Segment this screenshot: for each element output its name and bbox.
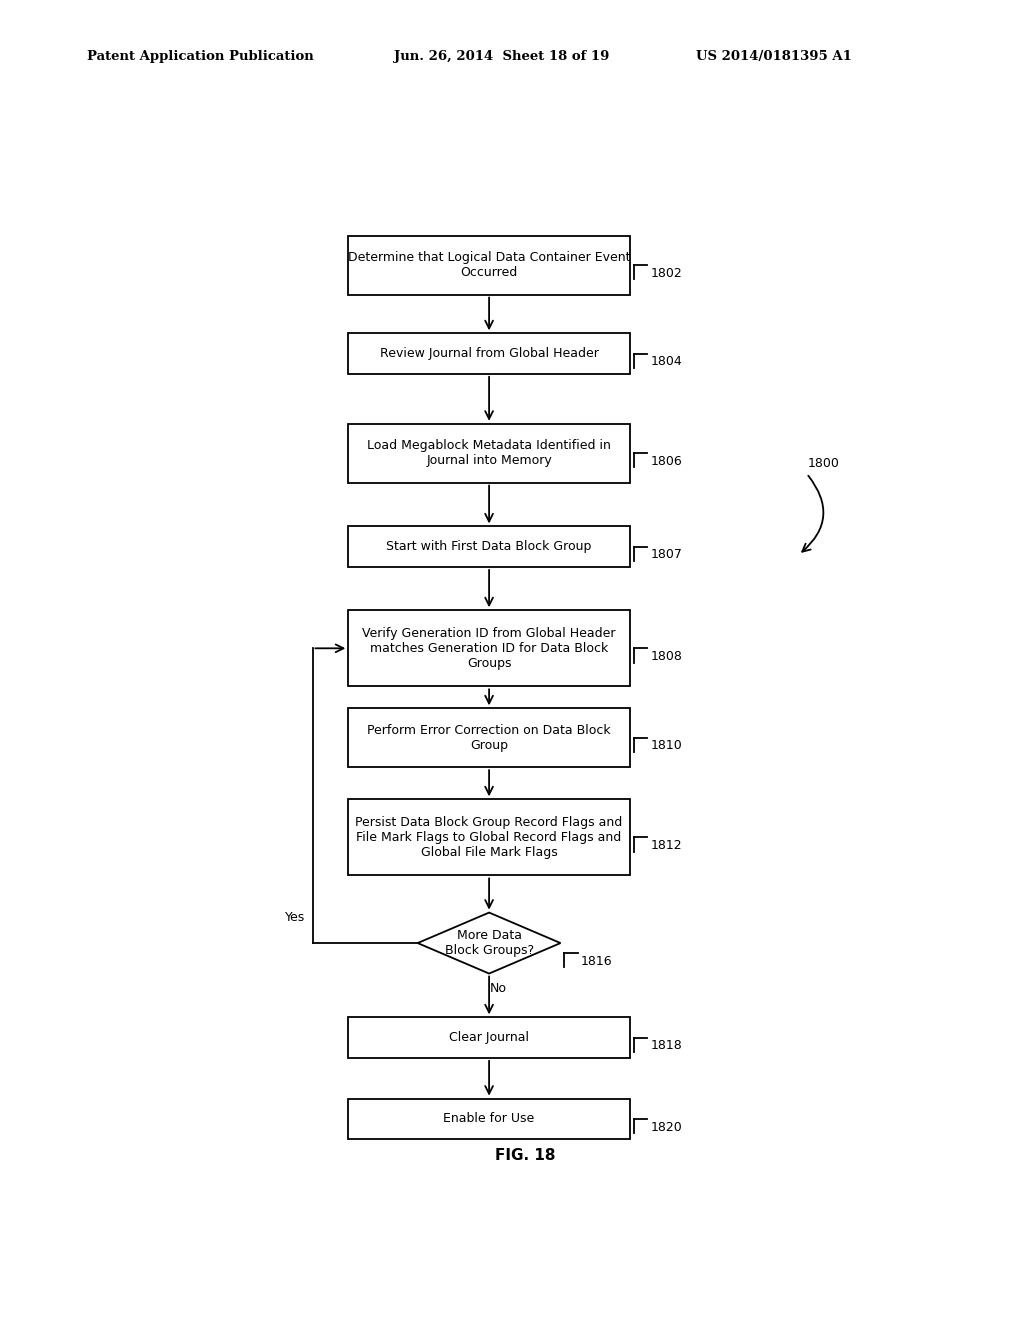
Text: No: No [490, 982, 507, 995]
Text: 1818: 1818 [650, 1039, 682, 1052]
FancyBboxPatch shape [348, 1018, 630, 1057]
Text: 1816: 1816 [582, 954, 612, 968]
Text: Patent Application Publication: Patent Application Publication [87, 50, 313, 63]
Text: Verify Generation ID from Global Header
matches Generation ID for Data Block
Gro: Verify Generation ID from Global Header … [362, 627, 615, 669]
Text: 1806: 1806 [650, 455, 682, 467]
FancyBboxPatch shape [348, 236, 630, 294]
FancyBboxPatch shape [348, 424, 630, 483]
Polygon shape [418, 912, 560, 974]
Text: 1800: 1800 [808, 457, 840, 470]
Text: 1804: 1804 [650, 355, 682, 368]
FancyBboxPatch shape [348, 799, 630, 875]
Text: More Data
Block Groups?: More Data Block Groups? [444, 929, 534, 957]
Text: Enable for Use: Enable for Use [443, 1113, 535, 1126]
FancyBboxPatch shape [348, 527, 630, 568]
Text: Review Journal from Global Header: Review Journal from Global Header [380, 347, 598, 360]
Text: Load Megablock Metadata Identified in
Journal into Memory: Load Megablock Metadata Identified in Jo… [368, 440, 611, 467]
Text: Clear Journal: Clear Journal [450, 1031, 529, 1044]
Text: Perform Error Correction on Data Block
Group: Perform Error Correction on Data Block G… [368, 723, 611, 752]
Text: Start with First Data Block Group: Start with First Data Block Group [386, 540, 592, 553]
Text: 1808: 1808 [650, 649, 682, 663]
FancyBboxPatch shape [348, 610, 630, 686]
Text: Yes: Yes [285, 911, 305, 924]
FancyBboxPatch shape [348, 1098, 630, 1139]
Text: 1820: 1820 [650, 1121, 682, 1134]
Text: 1802: 1802 [650, 267, 682, 280]
Text: Persist Data Block Group Record Flags and
File Mark Flags to Global Record Flags: Persist Data Block Group Record Flags an… [355, 816, 623, 859]
Text: 1810: 1810 [650, 739, 682, 752]
Text: US 2014/0181395 A1: US 2014/0181395 A1 [696, 50, 852, 63]
Text: 1812: 1812 [650, 840, 682, 851]
Text: FIG. 18: FIG. 18 [495, 1147, 555, 1163]
Text: Determine that Logical Data Container Event
Occurred: Determine that Logical Data Container Ev… [348, 251, 631, 279]
FancyBboxPatch shape [348, 709, 630, 767]
Text: 1807: 1807 [650, 548, 682, 561]
FancyBboxPatch shape [348, 333, 630, 374]
Text: Jun. 26, 2014  Sheet 18 of 19: Jun. 26, 2014 Sheet 18 of 19 [394, 50, 609, 63]
